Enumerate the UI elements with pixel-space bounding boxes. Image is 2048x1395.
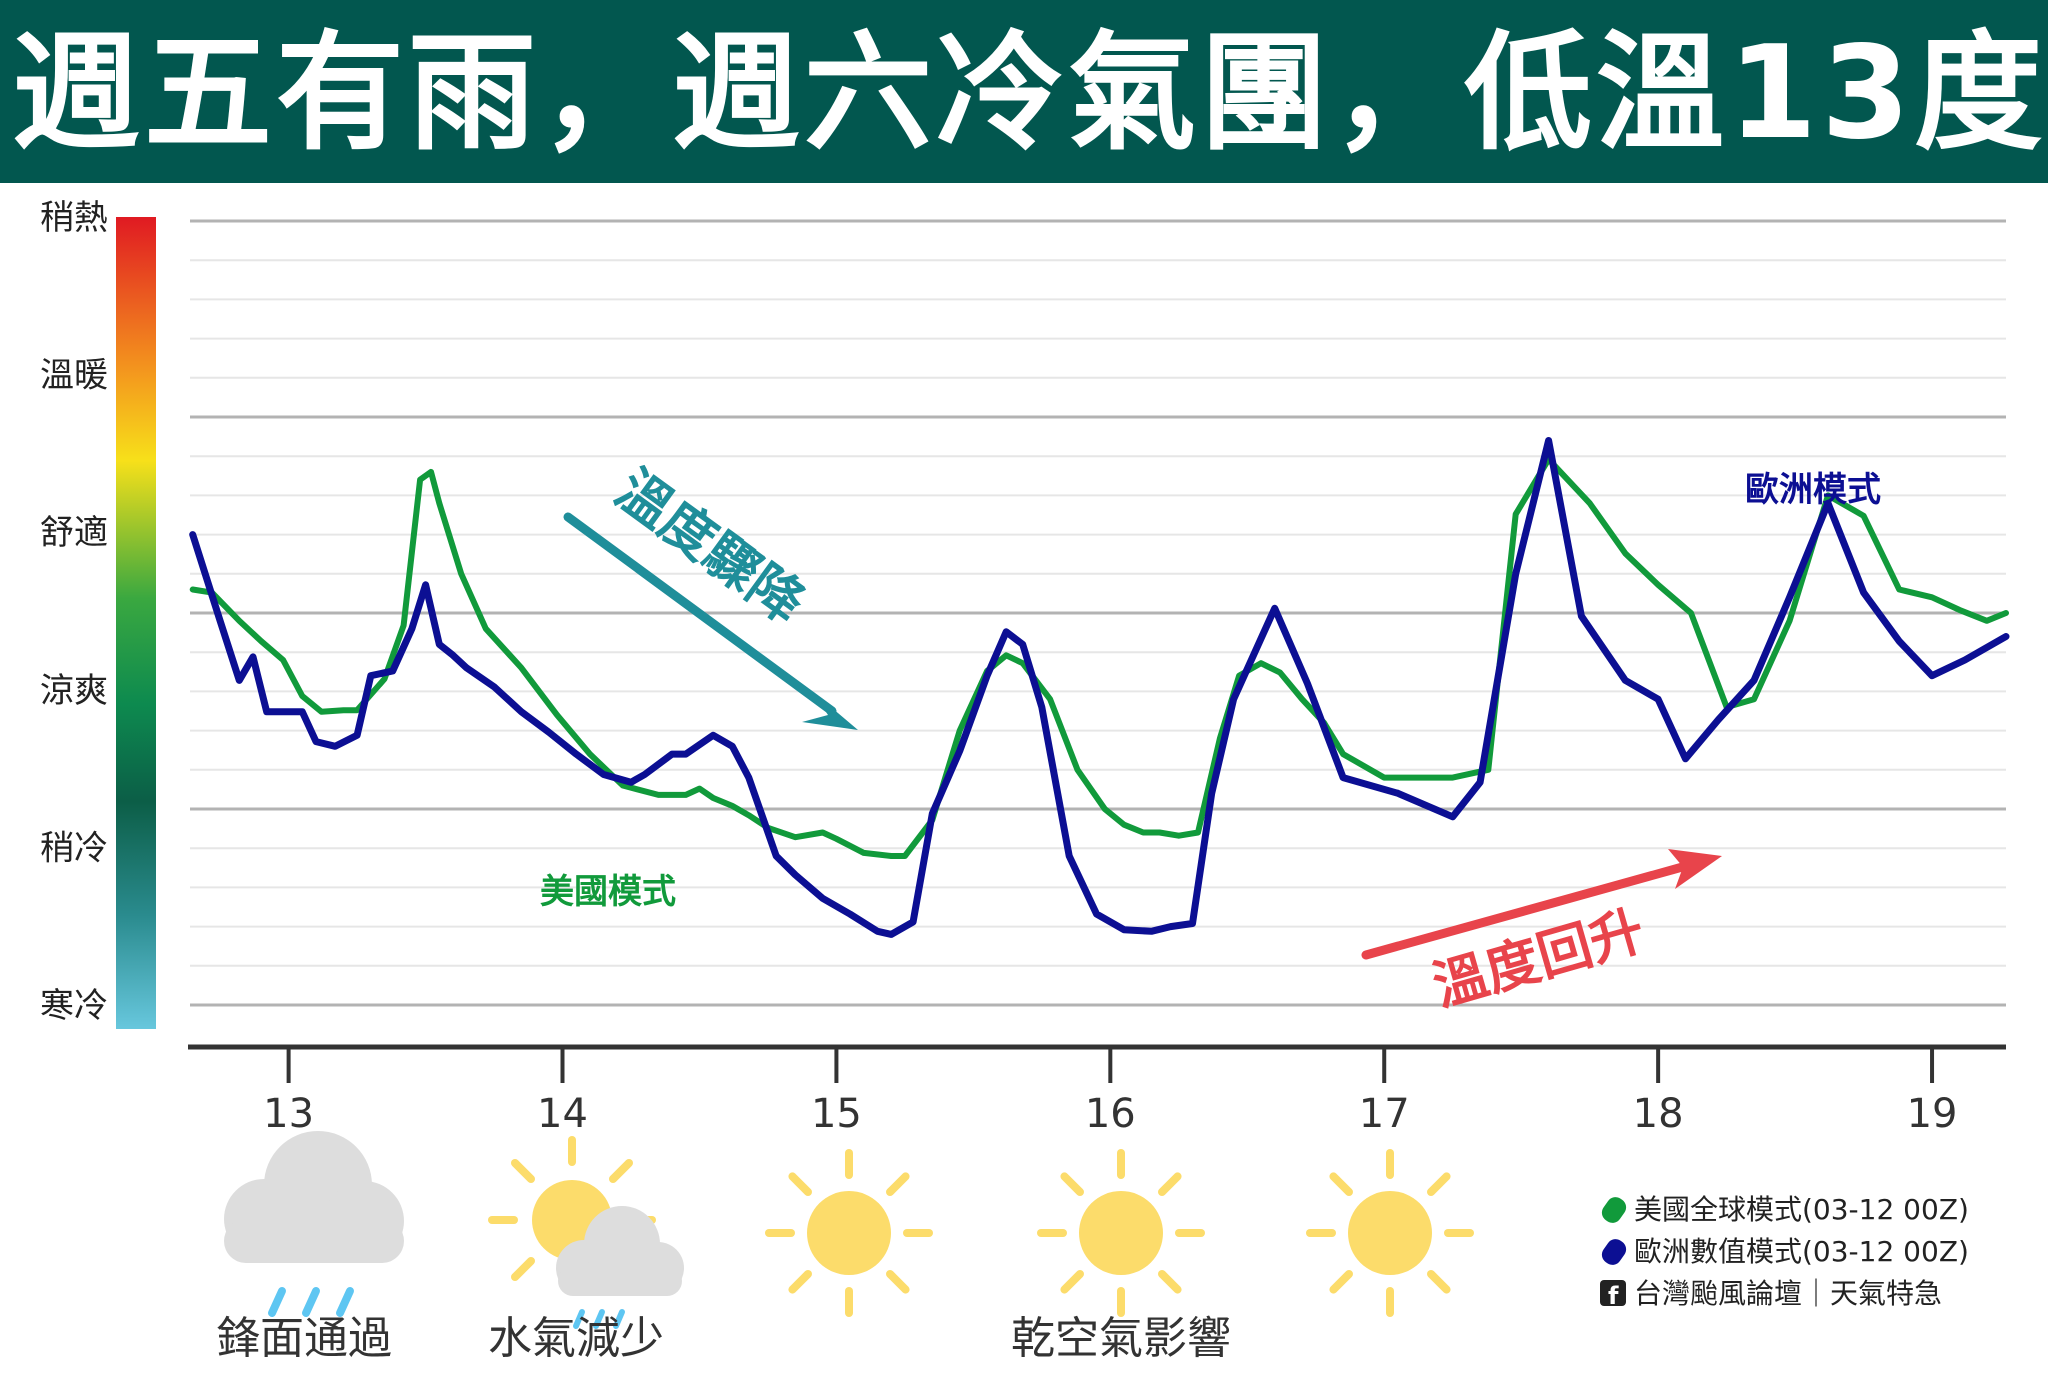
chart-gridlines bbox=[190, 219, 2006, 1007]
eu-model-label: 歐洲模式 bbox=[1745, 470, 1881, 510]
x-tick-label: 14 bbox=[537, 1091, 588, 1137]
weather-caption: 鋒面通過 bbox=[216, 1313, 392, 1364]
temp-drop-annotation: 溫度驟降 bbox=[563, 458, 858, 730]
temperature-forecast-chart: 寒冷 稍冷 涼爽 舒適 溫暖 稍熱 13 14 15 16 17 18 19 溫度驟降 溫度回升 美國… bbox=[40, 198, 2010, 1364]
temp-rise-label: 溫度回升 bbox=[1426, 898, 1651, 1018]
sun-icon bbox=[1306, 1149, 1474, 1317]
us-model-label: 美國模式 bbox=[540, 872, 676, 912]
drop-arrow-shaft bbox=[563, 512, 837, 716]
temp-drop-label: 溫度驟降 bbox=[604, 458, 816, 636]
sun-icon bbox=[1037, 1149, 1205, 1317]
x-tick-label: 19 bbox=[1907, 1091, 1958, 1137]
rise-arrow-head bbox=[1668, 849, 1722, 889]
chart-legend: 美國全球模式(03-12 00Z) 歐洲數值模式(03-12 00Z) f 台灣… bbox=[1600, 1193, 1969, 1310]
y-category-label: 溫暖 bbox=[40, 356, 108, 396]
temperature-scale-bar bbox=[116, 217, 156, 1029]
sun-icon bbox=[765, 1149, 933, 1317]
header-bar: 週五有雨，週六冷氣團，低溫13度 bbox=[0, 0, 2048, 183]
legend-swatch-eu bbox=[1601, 1239, 1627, 1265]
legend-source: 台灣颱風論壇｜天氣特急 bbox=[1634, 1277, 1942, 1310]
eu-model-line bbox=[189, 437, 2010, 938]
x-tick-label: 18 bbox=[1633, 1091, 1684, 1137]
y-category-label: 舒適 bbox=[40, 513, 108, 553]
y-category-labels: 寒冷 稍冷 涼爽 舒適 溫暖 稍熱 bbox=[40, 198, 108, 1026]
y-category-label: 稍熱 bbox=[40, 198, 108, 238]
legend-entry-eu: 歐洲數值模式(03-12 00Z) bbox=[1634, 1235, 1969, 1268]
x-tick-label: 15 bbox=[811, 1091, 862, 1137]
x-tick-label: 16 bbox=[1085, 1091, 1136, 1137]
page-title: 週五有雨，週六冷氣團，低溫13度 bbox=[12, 19, 2047, 168]
svg-text:f: f bbox=[1608, 1282, 1619, 1310]
y-category-label: 稍冷 bbox=[40, 828, 108, 868]
rain-cloud-icon bbox=[224, 1131, 404, 1317]
y-category-label: 寒冷 bbox=[40, 986, 108, 1026]
legend-entry-us: 美國全球模式(03-12 00Z) bbox=[1634, 1193, 1969, 1226]
x-axis: 13 14 15 16 17 18 19 bbox=[188, 1044, 2006, 1137]
legend-swatch-us bbox=[1601, 1197, 1627, 1223]
x-tick-label: 17 bbox=[1359, 1091, 1410, 1137]
x-tick-label: 13 bbox=[263, 1091, 314, 1137]
weather-caption: 乾空氣影響 bbox=[1011, 1313, 1231, 1364]
facebook-icon bbox=[1600, 1280, 1626, 1306]
temp-rise-annotation: 溫度回升 bbox=[1361, 849, 1722, 1018]
series-lines bbox=[189, 437, 2010, 938]
weather-caption: 水氣減少 bbox=[488, 1313, 664, 1364]
partly-sunny-icon bbox=[488, 1136, 684, 1329]
drop-arrow-head bbox=[802, 691, 858, 730]
rise-arrow-shaft bbox=[1361, 861, 1691, 960]
us-model-line bbox=[189, 456, 2009, 859]
y-category-label: 涼爽 bbox=[40, 671, 108, 711]
